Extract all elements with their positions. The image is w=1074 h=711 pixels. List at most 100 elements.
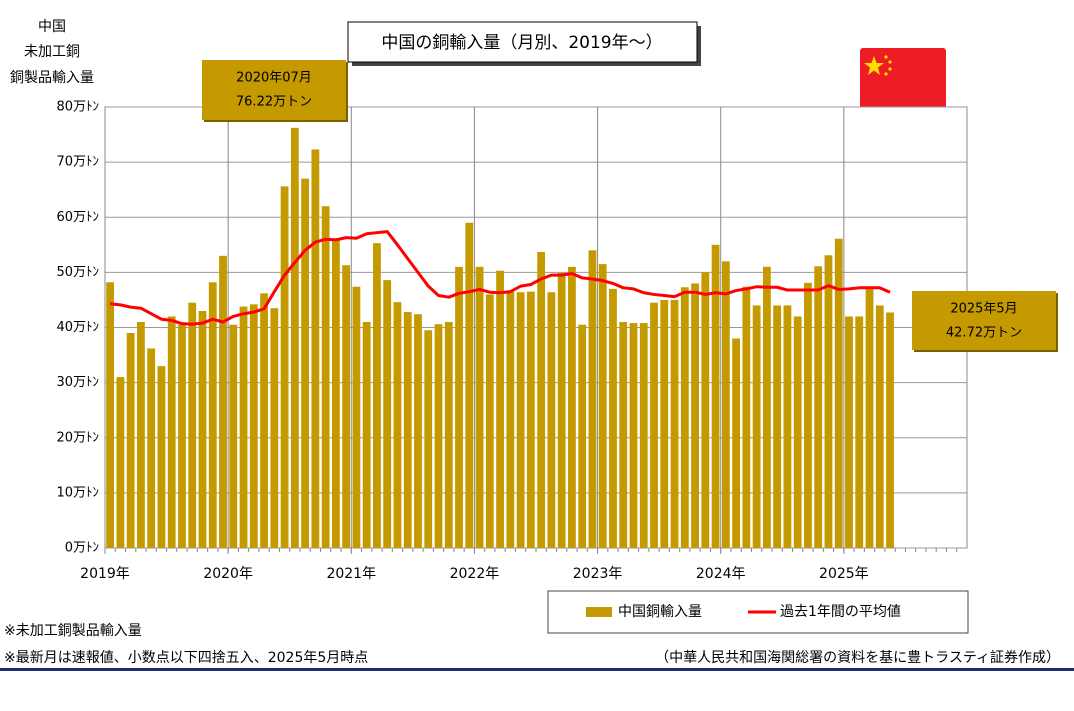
bar bbox=[865, 288, 874, 548]
legend-swatch bbox=[586, 607, 612, 617]
bar bbox=[290, 127, 299, 548]
bar bbox=[219, 255, 227, 548]
y-axis-label: 中国 bbox=[38, 19, 66, 35]
bottom-rule bbox=[0, 668, 1074, 671]
bar bbox=[834, 238, 843, 548]
bar bbox=[157, 366, 166, 548]
x-tick-label: 2022年 bbox=[450, 566, 500, 582]
bar bbox=[270, 308, 279, 548]
bar bbox=[444, 321, 453, 548]
bar bbox=[342, 265, 351, 548]
bar bbox=[886, 312, 894, 548]
bar bbox=[485, 294, 494, 548]
bar bbox=[721, 261, 730, 548]
x-tick-label: 2021年 bbox=[326, 566, 376, 582]
bar bbox=[260, 293, 268, 548]
flag-star bbox=[864, 56, 884, 75]
bar bbox=[106, 282, 115, 548]
bar bbox=[588, 250, 597, 548]
bar bbox=[373, 243, 381, 548]
bar bbox=[280, 186, 289, 548]
bar bbox=[414, 314, 422, 548]
bar bbox=[691, 283, 699, 548]
annotation-text: 2020年07月 bbox=[236, 71, 312, 86]
bar bbox=[393, 302, 402, 548]
flag-star bbox=[888, 67, 892, 71]
line bbox=[109, 230, 891, 326]
bar bbox=[732, 338, 741, 548]
y-tick-label: 60万ﾄﾝ bbox=[56, 210, 99, 225]
bar bbox=[629, 323, 638, 548]
bar bbox=[701, 272, 710, 548]
bar bbox=[321, 206, 330, 548]
bar bbox=[752, 305, 761, 548]
y-tick-label: 20万ﾄﾝ bbox=[56, 430, 99, 445]
x-tick-label: 2023年 bbox=[573, 566, 623, 582]
bar bbox=[239, 306, 248, 548]
bar bbox=[609, 288, 617, 548]
bar bbox=[619, 321, 628, 548]
y-tick-label: 10万ﾄﾝ bbox=[56, 485, 99, 500]
chart-title: 中国の銅輸入量（月別、2019年～） bbox=[381, 33, 662, 53]
y-tick-label: 0万ﾄﾝ bbox=[65, 541, 99, 556]
note: ※未加工銅製品輸入量 bbox=[4, 623, 142, 639]
bar bbox=[506, 291, 515, 548]
bar bbox=[762, 266, 771, 548]
title-box bbox=[347, 21, 698, 63]
bar bbox=[711, 244, 720, 548]
bar bbox=[578, 324, 587, 548]
x-tick-label: 2025年 bbox=[819, 566, 869, 582]
y-tick-label: 80万ﾄﾝ bbox=[56, 100, 99, 115]
legend-label: 中国銅輸入量 bbox=[618, 604, 702, 620]
y-tick-label: 70万ﾄﾝ bbox=[56, 155, 99, 170]
flag-star bbox=[884, 55, 888, 59]
bar bbox=[526, 291, 535, 548]
bar bbox=[352, 286, 361, 548]
y-tick-label: 50万ﾄﾝ bbox=[56, 265, 99, 280]
bar bbox=[875, 305, 884, 548]
bar bbox=[557, 272, 566, 548]
bar bbox=[783, 305, 792, 548]
bar bbox=[198, 310, 207, 548]
bar bbox=[465, 222, 474, 548]
bar bbox=[670, 299, 679, 548]
bar bbox=[188, 302, 197, 548]
bar bbox=[311, 149, 320, 549]
bar bbox=[301, 178, 310, 548]
annotation-box bbox=[202, 60, 346, 120]
bar bbox=[403, 312, 412, 548]
flag-star bbox=[884, 72, 888, 76]
bar bbox=[424, 330, 433, 548]
flag-body bbox=[860, 48, 946, 110]
annotation-text: 76.22万トン bbox=[236, 95, 312, 110]
note: ※最新月は速報値、小数点以下四捨五入、2025年5月時点 bbox=[4, 649, 368, 666]
bar bbox=[116, 377, 125, 548]
bar bbox=[814, 266, 823, 548]
y-tick-label: 40万ﾄﾝ bbox=[56, 320, 99, 335]
bar bbox=[475, 266, 484, 548]
x-tick-label: 2020年 bbox=[203, 566, 253, 582]
bar bbox=[680, 287, 689, 548]
bar bbox=[383, 280, 392, 548]
source: （中華人民共和国海関総署の資料を基に豊トラスティ証券作成） bbox=[655, 649, 1060, 666]
y-axis-label: 銅製品輸入量 bbox=[10, 70, 94, 86]
bar bbox=[660, 299, 669, 548]
y-tick-label: 30万ﾄﾝ bbox=[56, 375, 99, 390]
bar bbox=[845, 316, 853, 548]
bar bbox=[824, 255, 833, 548]
bar bbox=[639, 323, 648, 548]
bar bbox=[434, 324, 443, 548]
bar bbox=[249, 304, 258, 548]
bar bbox=[126, 333, 135, 548]
annotation-text: 42.72万トン bbox=[946, 326, 1022, 341]
y-axis-label: 未加工銅 bbox=[24, 44, 80, 60]
bar bbox=[804, 282, 812, 548]
bar bbox=[178, 324, 186, 548]
bar bbox=[650, 302, 658, 548]
flag-star bbox=[888, 60, 892, 64]
legend-label: 過去1年間の平均値 bbox=[780, 604, 901, 620]
bar bbox=[455, 266, 463, 548]
bar bbox=[598, 264, 607, 548]
